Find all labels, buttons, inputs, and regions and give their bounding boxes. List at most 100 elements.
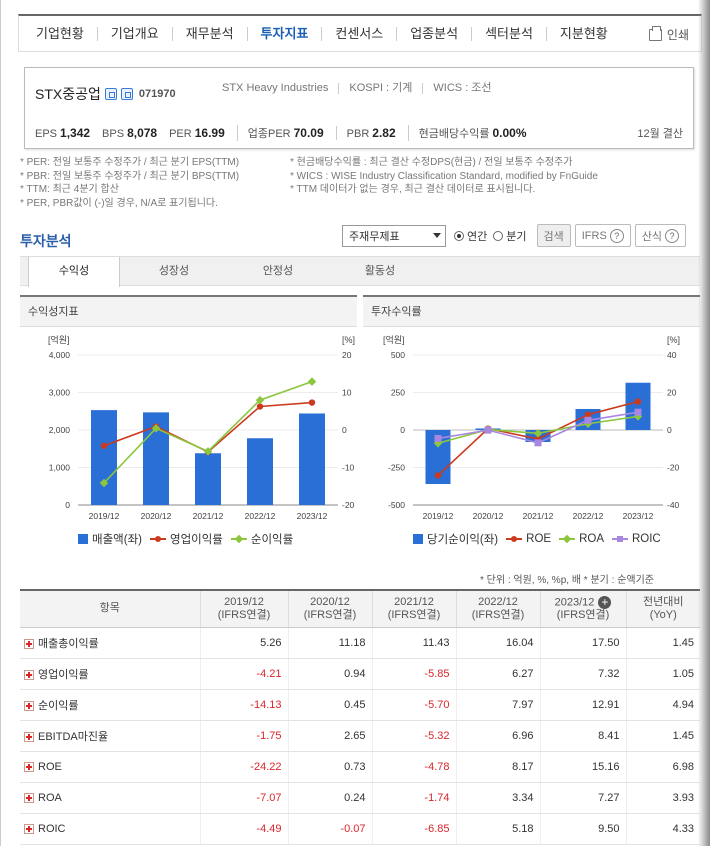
radio-quarterly[interactable]: 분기 bbox=[493, 228, 527, 244]
expand-plus-icon[interactable] bbox=[24, 792, 34, 803]
nav-tab-industry-analysis[interactable]: 업종분석 bbox=[397, 26, 473, 41]
company-meta: STX Heavy Industries KOSPI : 기계 WICS : 조… bbox=[212, 83, 502, 94]
table-cell: 7.97 bbox=[455, 689, 540, 721]
expand-plus-icon[interactable] bbox=[24, 731, 34, 742]
unit-note: * 단위 : 억원, %, %p, 배 * 분기 : 순액기준 bbox=[480, 575, 655, 586]
table-cell: -4.78 bbox=[371, 751, 456, 783]
table-cell: 2.65 bbox=[287, 720, 372, 752]
note-line: * TTM 데이터가 없는 경우, 최근 결산 데이터로 표시됩니다. bbox=[290, 184, 536, 195]
nav-tab-company-overview[interactable]: 기업개요 bbox=[98, 26, 173, 41]
table-cell: -6.85 bbox=[371, 813, 456, 845]
x-tick-label: 2021/12 bbox=[193, 511, 224, 521]
table-cell: 3.34 bbox=[455, 782, 540, 814]
table-cell: 1.05 bbox=[625, 658, 700, 690]
table-cell: 7.27 bbox=[539, 782, 626, 814]
x-tick-label: 2019/12 bbox=[423, 511, 454, 521]
left-tick-label: -250 bbox=[388, 463, 405, 473]
left-tick-label: 250 bbox=[391, 388, 405, 398]
left-tick-label: 0 bbox=[65, 500, 70, 510]
tab-stability[interactable]: 안정성 bbox=[262, 265, 294, 277]
left-tick-label: 0 bbox=[400, 425, 405, 435]
table-cell: -4.49 bbox=[199, 813, 288, 845]
row-label: 매출총이익률 bbox=[38, 637, 99, 650]
row-label-cell[interactable]: 영업이익률 bbox=[20, 658, 200, 690]
right-tick-label: 20 bbox=[342, 350, 352, 360]
data-point bbox=[584, 416, 592, 424]
radio-icon bbox=[454, 230, 464, 241]
nav-tab-consensus[interactable]: 컨센서스 bbox=[322, 26, 398, 41]
expand-columns-icon[interactable]: + bbox=[598, 595, 612, 609]
investment-return-chart: [억원] [%] 500 40 250 20 0 0 -250 -20 -500 -40 2019/12… bbox=[383, 334, 680, 521]
ifrs-help-button[interactable]: IFRS? bbox=[574, 224, 631, 247]
row-label-cell[interactable]: ROE bbox=[20, 751, 200, 783]
legend-swatch bbox=[149, 534, 166, 544]
col-header-2020: 2020/12 (IFRS연결) bbox=[287, 591, 372, 628]
radio-annual[interactable]: 연간 bbox=[454, 228, 487, 244]
tab-growth[interactable]: 성장성 bbox=[158, 265, 190, 277]
nav-tab-financial-analysis[interactable]: 재무분석 bbox=[173, 26, 248, 41]
help-icon: ? bbox=[609, 228, 624, 243]
stock-code: 071970 bbox=[138, 88, 176, 100]
nav-tab-company-status[interactable]: 기업현황 bbox=[23, 26, 98, 41]
col-header-item: 항목 bbox=[20, 591, 200, 628]
row-label-cell[interactable]: 매출총이익률 bbox=[20, 627, 200, 659]
table-cell: 9.50 bbox=[539, 813, 626, 845]
formula-help-button[interactable]: 산식? bbox=[634, 224, 687, 247]
data-point bbox=[434, 434, 442, 442]
ir-icon[interactable] bbox=[120, 88, 133, 100]
table-cell: 6.27 bbox=[455, 658, 540, 690]
table-cell: -7.07 bbox=[199, 782, 288, 814]
select-value: 주재무제표 bbox=[349, 230, 400, 243]
left-tick-label: 2,000 bbox=[49, 425, 71, 435]
tab-profitability[interactable]: 수익성 bbox=[28, 257, 120, 287]
home-icon[interactable] bbox=[104, 88, 117, 100]
note-line: * PER, PBR값이 (-)일 경우, N/A로 표기됩니다. bbox=[20, 197, 218, 209]
table-cell: 6.96 bbox=[455, 720, 540, 752]
nav-tab-sector-analysis[interactable]: 섹터분석 bbox=[472, 26, 547, 41]
row-label: 순이익률 bbox=[38, 699, 79, 712]
data-point bbox=[256, 403, 264, 410]
company-info-box: STX중공업 071970 STX Heavy Industries KOSPI… bbox=[24, 67, 694, 149]
expand-plus-icon[interactable] bbox=[24, 823, 34, 834]
right-tick-label: 10 bbox=[342, 388, 352, 398]
table-header-row: 항목 2019/12 (IFRS연결) 2020/12 (IFRS연결) 2021/… bbox=[20, 591, 700, 628]
bar bbox=[625, 382, 651, 430]
search-button[interactable]: 검색 bbox=[536, 224, 571, 247]
note-line: * WICS : WISE Industry Classification St… bbox=[290, 170, 598, 182]
table-cell: 7.32 bbox=[539, 658, 626, 690]
row-label-cell[interactable]: 순이익률 bbox=[20, 689, 200, 721]
nav-tab-investment-indicators[interactable]: 투자지표 bbox=[248, 26, 323, 41]
table-cell: 1.45 bbox=[625, 627, 700, 659]
left-axis-unit: [억원] bbox=[48, 334, 70, 345]
row-label-cell[interactable]: EBITDA마진율 bbox=[20, 720, 200, 752]
expand-plus-icon[interactable] bbox=[24, 700, 34, 711]
table-cell: -5.32 bbox=[371, 720, 456, 752]
company-name: STX중공업 bbox=[35, 86, 101, 102]
indicator-pbr: PBR 2.82 bbox=[335, 126, 396, 140]
expand-plus-icon[interactable] bbox=[24, 761, 34, 772]
chevron-down-icon bbox=[433, 233, 441, 238]
table-row: 영업이익률 -4.21 0.94 -5.85 6.27 7.32 1.05 bbox=[20, 658, 700, 690]
table-cell: 5.26 bbox=[199, 627, 288, 659]
expand-plus-icon[interactable] bbox=[24, 638, 34, 649]
statement-select[interactable]: 주재무제표 bbox=[342, 224, 446, 247]
row-label: ROE bbox=[38, 760, 62, 773]
table-cell: -1.75 bbox=[199, 720, 288, 752]
row-label: EBITDA마진율 bbox=[38, 730, 109, 743]
legend-item: 당기순이익(좌) bbox=[413, 531, 498, 547]
indicator-dividend-yield: 현금배당수익률 0.00% bbox=[407, 125, 527, 141]
right-tick-label: -20 bbox=[342, 500, 355, 510]
table-cell: 6.98 bbox=[625, 751, 700, 783]
table-cell: -0.07 bbox=[287, 813, 372, 845]
expand-plus-icon[interactable] bbox=[24, 669, 34, 680]
nav-tab-shareholding[interactable]: 지분현황 bbox=[559, 25, 608, 41]
table-cell: 4.94 bbox=[625, 689, 700, 721]
data-point bbox=[484, 426, 492, 434]
print-button[interactable]: 인쇄 bbox=[648, 25, 689, 43]
ratio-table: 항목 2019/12 (IFRS연결) 2020/12 (IFRS연결) 2021/… bbox=[20, 589, 700, 845]
row-label-cell[interactable]: ROIC bbox=[20, 813, 200, 845]
row-label-cell[interactable]: ROA bbox=[20, 782, 200, 814]
legend-item: 영업이익률 bbox=[149, 531, 223, 547]
fiscal-year-end: 12월 결산 bbox=[637, 128, 683, 140]
tab-activity[interactable]: 활동성 bbox=[364, 265, 396, 277]
